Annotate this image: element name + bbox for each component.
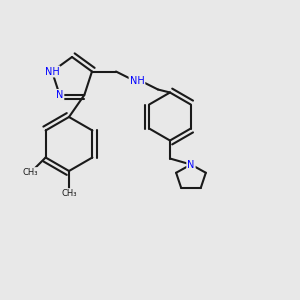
Text: NH: NH <box>45 67 59 76</box>
Text: N: N <box>187 160 195 170</box>
Text: CH₃: CH₃ <box>61 189 77 198</box>
Text: NH: NH <box>130 76 144 85</box>
Text: N: N <box>56 90 63 100</box>
Text: CH₃: CH₃ <box>23 168 38 177</box>
